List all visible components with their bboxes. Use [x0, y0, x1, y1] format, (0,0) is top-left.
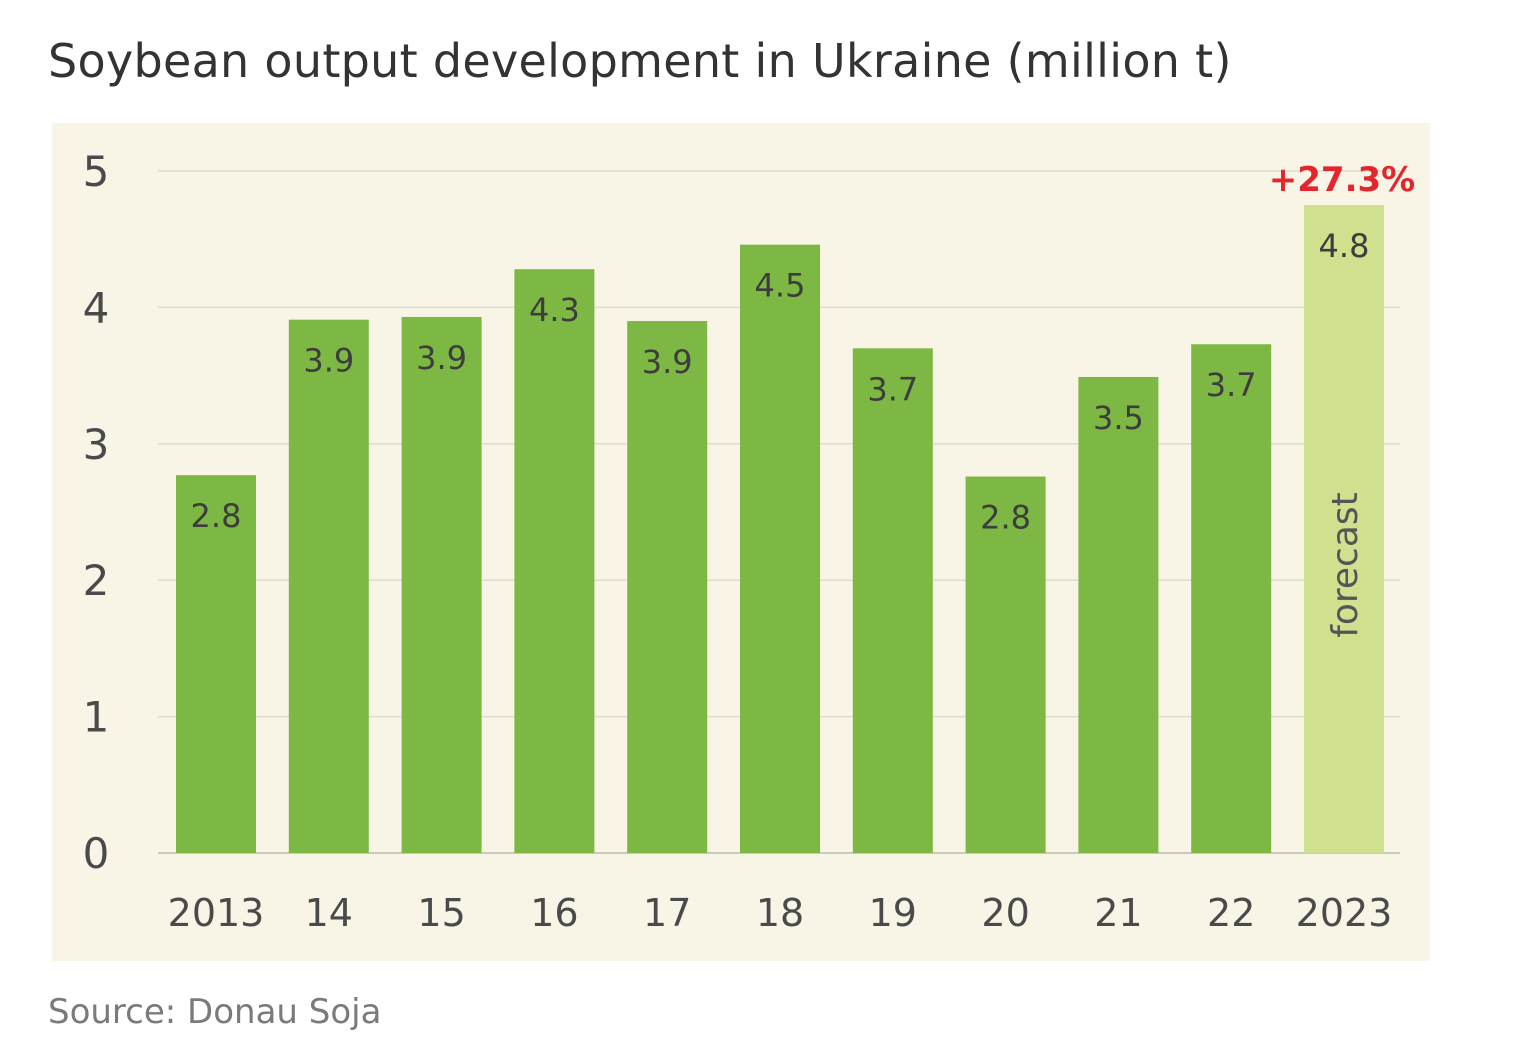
- bar-14: [288, 319, 369, 853]
- bars: [176, 205, 1384, 854]
- data-label-16: 4.3: [529, 291, 580, 329]
- y-tick-label: 0: [83, 829, 110, 878]
- x-tick-label-21: 21: [1094, 891, 1142, 935]
- data-label-14: 3.9: [303, 342, 354, 380]
- x-tick-label-16: 16: [530, 891, 578, 935]
- y-tick-label: 2: [83, 556, 110, 605]
- annotations: +27.3% forecast: [1269, 160, 1415, 638]
- data-label-19: 3.7: [867, 370, 918, 408]
- bar-19: [852, 348, 933, 853]
- source-note: Source: Donau Soja: [48, 992, 382, 1032]
- x-tick-label-2013: 2013: [168, 891, 265, 935]
- y-tick-label: 4: [83, 283, 110, 332]
- data-label-2023: 4.8: [1319, 227, 1370, 265]
- growth-annotation: +27.3%: [1269, 160, 1415, 200]
- x-tick-label-18: 18: [756, 891, 804, 935]
- bar-20: [965, 476, 1046, 853]
- bar-22: [1191, 344, 1272, 853]
- data-label-17: 3.9: [642, 343, 693, 381]
- x-axis-ticks: 2013 14 15 16 17 18 19 20 21 22 2023: [168, 891, 1393, 935]
- bar-2023: [1304, 205, 1384, 854]
- chart-title: Soybean output development in Ukraine (m…: [48, 34, 1232, 88]
- bar-17: [627, 321, 708, 853]
- data-labels: 2.8 3.9 3.9 4.3 3.9 4.5 3.7 2.8 3.5 3.7 4.8: [191, 227, 1370, 536]
- x-tick-label-19: 19: [869, 891, 917, 935]
- y-tick-label: 1: [83, 693, 110, 742]
- data-label-22: 3.7: [1206, 366, 1257, 404]
- x-tick-label-22: 22: [1207, 891, 1255, 935]
- x-tick-label-15: 15: [417, 891, 465, 935]
- bar-2013: [176, 475, 256, 853]
- x-tick-label-2023: 2023: [1296, 891, 1393, 935]
- x-tick-label-17: 17: [643, 891, 691, 935]
- bar-21: [1078, 376, 1159, 853]
- bar-15: [401, 316, 482, 853]
- data-label-18: 4.5: [755, 267, 806, 305]
- bar-16: [514, 269, 595, 853]
- x-tick-label-20: 20: [981, 891, 1029, 935]
- y-tick-label: 3: [83, 420, 110, 469]
- x-tick-label-14: 14: [305, 891, 353, 935]
- forecast-label: forecast: [1325, 492, 1366, 638]
- data-label-2013: 2.8: [191, 497, 242, 535]
- y-tick-label: 5: [83, 147, 110, 196]
- data-label-21: 3.5: [1093, 399, 1144, 437]
- data-label-20: 2.8: [980, 499, 1031, 537]
- y-axis-ticks: 0 1 2 3 4 5: [83, 147, 110, 878]
- data-label-15: 3.9: [416, 339, 467, 377]
- bar-18: [740, 244, 820, 853]
